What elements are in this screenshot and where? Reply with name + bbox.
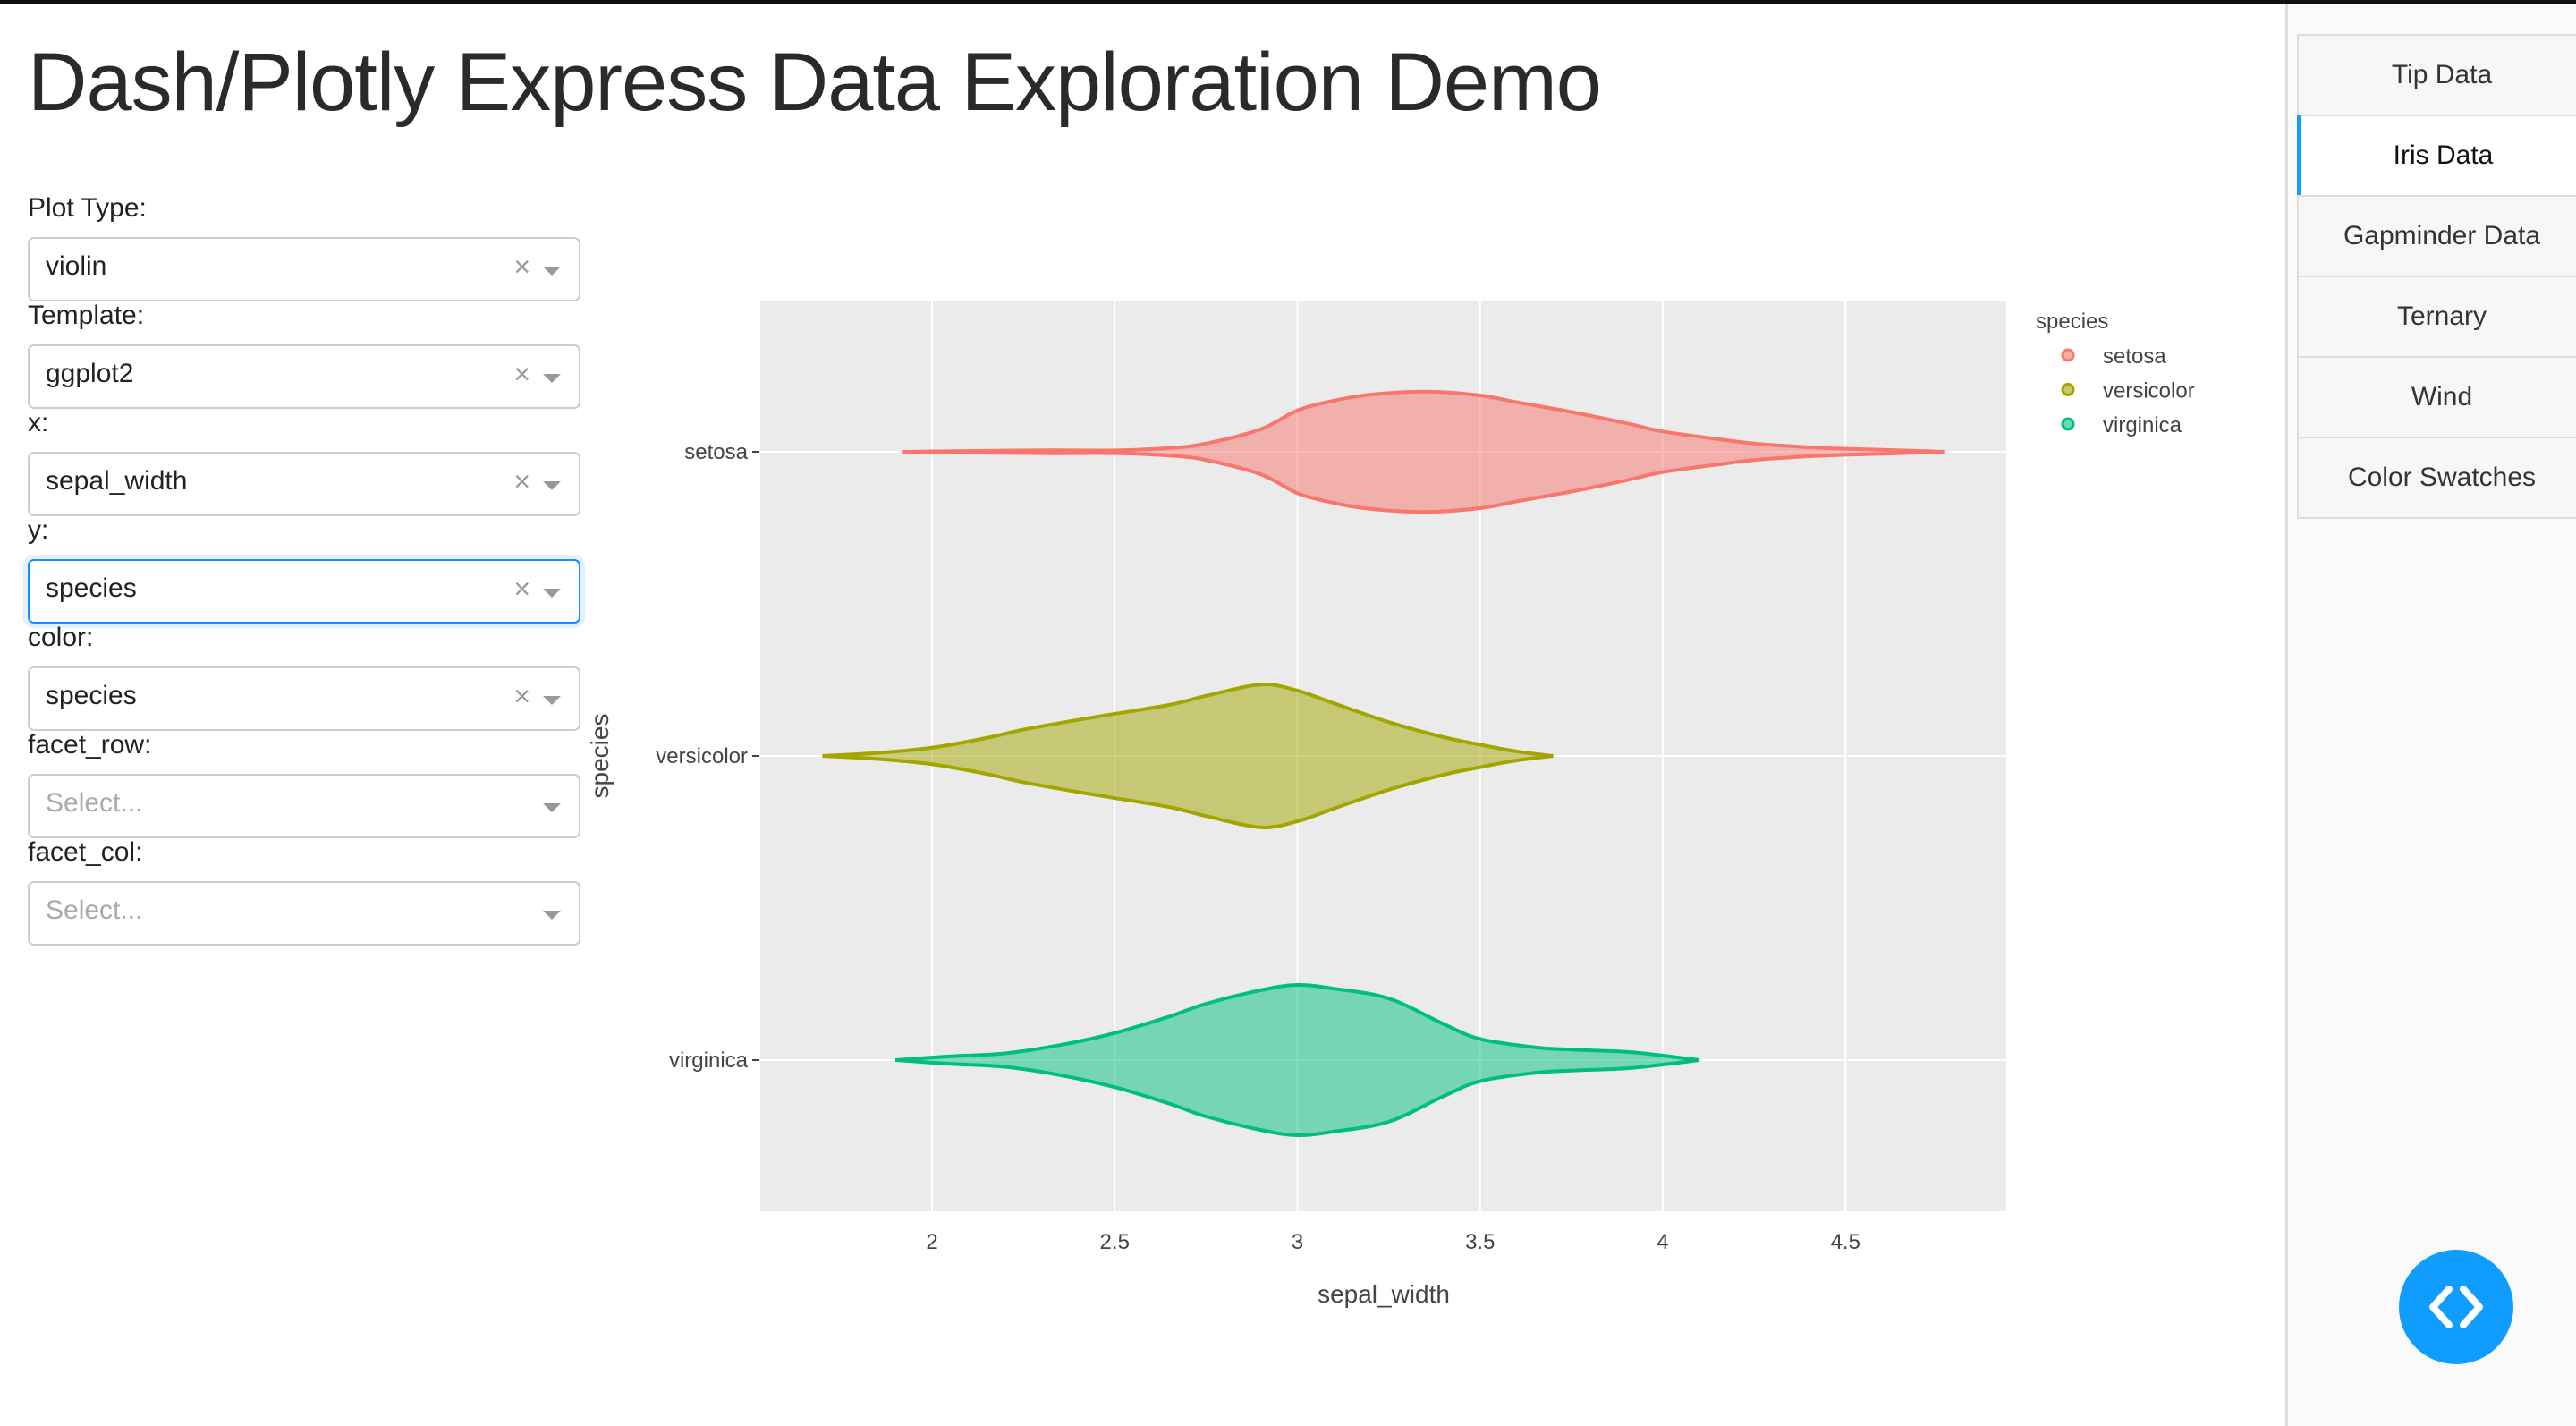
violin-versicolor[interactable] bbox=[822, 683, 1554, 829]
legend-label: virginica bbox=[2103, 413, 2182, 437]
legend-title: species bbox=[2036, 310, 2108, 334]
chevron-down-icon[interactable] bbox=[543, 267, 561, 276]
dropdown-placeholder: Select... bbox=[46, 788, 143, 818]
x-tick-label: 2.5 bbox=[1100, 1230, 1130, 1254]
control-label: Template: bbox=[28, 301, 145, 330]
tab-wind[interactable]: Wind bbox=[2297, 356, 2576, 438]
x-tick-label: 4 bbox=[1657, 1230, 1668, 1254]
legend-marker bbox=[2061, 383, 2075, 396]
dropdown-facet-row[interactable]: Select... bbox=[28, 774, 580, 838]
y-tick-label: virginica bbox=[669, 1048, 749, 1073]
clear-icon[interactable]: × bbox=[513, 573, 530, 605]
code-toggle-button[interactable] bbox=[2399, 1250, 2513, 1364]
clear-icon[interactable]: × bbox=[513, 250, 530, 283]
legend-item-versicolor[interactable]: versicolor bbox=[2061, 379, 2195, 403]
dropdown-value: ggplot2 bbox=[46, 359, 134, 388]
tab-tip-data[interactable]: Tip Data bbox=[2297, 34, 2576, 116]
sidebar: Tip Data Iris Data Gapminder Data Ternary Wi… bbox=[2285, 4, 2576, 1426]
legend-item-virginica[interactable]: virginica bbox=[2061, 413, 2182, 437]
legend-marker bbox=[2061, 348, 2075, 362]
legend-label: setosa bbox=[2103, 344, 2166, 369]
dropdown-plottype[interactable]: violin × bbox=[28, 237, 580, 301]
chevron-down-icon[interactable] bbox=[543, 589, 561, 598]
chevron-down-icon[interactable] bbox=[543, 803, 561, 812]
x-tick-label: 4.5 bbox=[1831, 1230, 1860, 1254]
violins bbox=[822, 389, 1945, 1138]
y-tick-label: versicolor bbox=[656, 744, 748, 768]
control-label: facet_col: bbox=[28, 837, 143, 867]
tab-ternary[interactable]: Ternary bbox=[2297, 276, 2576, 358]
chevron-down-icon[interactable] bbox=[543, 911, 561, 920]
control-label: x: bbox=[28, 408, 49, 437]
x-axis-ticks: 2 2.5 3 3.5 4 4.5 bbox=[926, 1230, 1860, 1254]
code-icon bbox=[2429, 1286, 2483, 1328]
control-label: color: bbox=[28, 623, 94, 652]
y-axis-title: species bbox=[586, 714, 614, 799]
control-label: Plot Type: bbox=[28, 193, 147, 223]
x-axis-title: sepal_width bbox=[1318, 1280, 1450, 1308]
legend-label: versicolor bbox=[2103, 379, 2195, 403]
violin-virginica[interactable] bbox=[895, 982, 1700, 1138]
dropdown-value: species bbox=[46, 573, 137, 603]
clear-icon[interactable]: × bbox=[513, 680, 530, 712]
dropdown-y[interactable]: species × bbox=[28, 559, 580, 624]
legend-marker bbox=[2061, 417, 2075, 431]
x-tick-label: 3 bbox=[1292, 1230, 1303, 1254]
dropdown-placeholder: Select... bbox=[46, 895, 143, 925]
violin-chart: 2 2.5 3 3.5 4 4.5 setosa versicolor virginica s… bbox=[586, 301, 2195, 1308]
control-label: facet_row: bbox=[28, 730, 152, 760]
x-tick-label: 2 bbox=[926, 1230, 937, 1254]
tab-iris-data[interactable]: Iris Data bbox=[2297, 115, 2576, 197]
clear-icon[interactable]: × bbox=[513, 465, 530, 497]
page-title: Dash/Plotly Express Data Exploration Dem… bbox=[28, 37, 1602, 128]
control-label: y: bbox=[28, 515, 49, 545]
violin-setosa[interactable] bbox=[902, 389, 1945, 514]
clear-icon[interactable]: × bbox=[513, 358, 530, 390]
dropdown-color[interactable]: species × bbox=[28, 666, 580, 731]
legend: species setosa versicolor virginica bbox=[2036, 310, 2195, 437]
tab-gapminder-data[interactable]: Gapminder Data bbox=[2297, 195, 2576, 277]
y-axis-ticks: setosa versicolor virginica bbox=[656, 440, 759, 1073]
chevron-down-icon[interactable] bbox=[543, 481, 561, 490]
tab-color-swatches[interactable]: Color Swatches bbox=[2297, 437, 2576, 519]
legend-item-setosa[interactable]: setosa bbox=[2061, 344, 2166, 369]
dropdown-value: violin bbox=[46, 251, 107, 281]
dropdown-template[interactable]: ggplot2 × bbox=[28, 344, 580, 409]
dropdown-facet-col[interactable]: Select... bbox=[28, 881, 580, 946]
chevron-down-icon[interactable] bbox=[543, 374, 561, 383]
dropdown-x[interactable]: sepal_width × bbox=[28, 452, 580, 516]
y-tick-label: setosa bbox=[684, 440, 748, 464]
chevron-down-icon[interactable] bbox=[543, 696, 561, 705]
x-tick-label: 3.5 bbox=[1465, 1230, 1495, 1254]
dropdown-value: species bbox=[46, 681, 137, 710]
dropdown-value: sepal_width bbox=[46, 466, 188, 496]
